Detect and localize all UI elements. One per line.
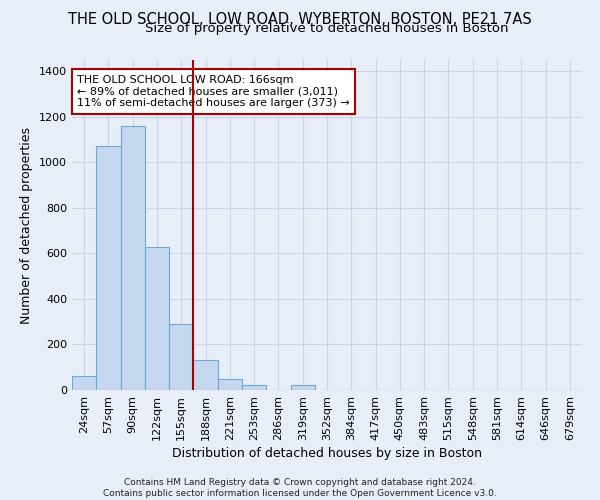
Bar bbox=[218, 380, 242, 390]
Text: Contains HM Land Registry data © Crown copyright and database right 2024.
Contai: Contains HM Land Registry data © Crown c… bbox=[103, 478, 497, 498]
Bar bbox=[242, 386, 266, 390]
Bar bbox=[145, 246, 169, 390]
Text: THE OLD SCHOOL, LOW ROAD, WYBERTON, BOSTON, PE21 7AS: THE OLD SCHOOL, LOW ROAD, WYBERTON, BOST… bbox=[68, 12, 532, 28]
Bar bbox=[72, 376, 96, 390]
Y-axis label: Number of detached properties: Number of detached properties bbox=[20, 126, 34, 324]
Bar bbox=[169, 324, 193, 390]
Text: THE OLD SCHOOL LOW ROAD: 166sqm
← 89% of detached houses are smaller (3,011)
11%: THE OLD SCHOOL LOW ROAD: 166sqm ← 89% of… bbox=[77, 75, 350, 108]
Title: Size of property relative to detached houses in Boston: Size of property relative to detached ho… bbox=[145, 22, 509, 35]
Bar bbox=[121, 126, 145, 390]
Bar bbox=[290, 386, 315, 390]
Bar bbox=[96, 146, 121, 390]
X-axis label: Distribution of detached houses by size in Boston: Distribution of detached houses by size … bbox=[172, 447, 482, 460]
Bar bbox=[193, 360, 218, 390]
